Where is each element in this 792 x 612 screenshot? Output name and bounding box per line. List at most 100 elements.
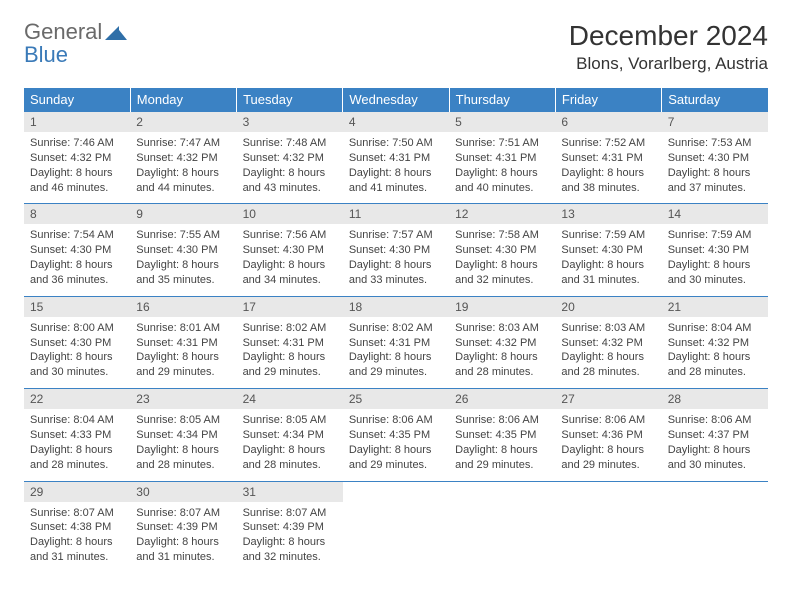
- day-content-cell: Sunrise: 8:07 AMSunset: 4:39 PMDaylight:…: [237, 502, 343, 573]
- sunrise-text: Sunrise: 8:01 AM: [136, 322, 220, 334]
- day-number-cell: [555, 481, 661, 502]
- weekday-header: Saturday: [662, 88, 768, 112]
- day-number-cell: 9: [130, 204, 236, 225]
- day-number-cell: 30: [130, 481, 236, 502]
- day-number-cell: 3: [237, 112, 343, 133]
- day-number-cell: 13: [555, 204, 661, 225]
- sunset-text: Sunset: 4:36 PM: [561, 429, 642, 441]
- day-number-cell: 15: [24, 296, 130, 317]
- location: Blons, Vorarlberg, Austria: [569, 54, 768, 74]
- day-number-cell: 29: [24, 481, 130, 502]
- day-content-cell: Sunrise: 7:59 AM Sunset: 4:30 PM Daylight:…: [662, 224, 768, 296]
- daylight-text: Daylight: 8 hours and 38 minutes.: [561, 167, 644, 194]
- day-content-cell: Sunrise: 8:06 AMSunset: 4:36 PMDaylight:…: [555, 409, 661, 481]
- sunset-text: Sunset: 4:30 PM: [668, 244, 749, 256]
- day-number-row: 15161718192021: [24, 296, 768, 317]
- day-content-cell: Sunrise: 8:01 AMSunset: 4:31 PMDaylight:…: [130, 317, 236, 389]
- day-content-cell: Sunrise: 8:00 AMSunset: 4:30 PMDaylight:…: [24, 317, 130, 389]
- day-number-cell: 25: [343, 389, 449, 410]
- day-content-cell: Sunrise: 7:51 AMSunset: 4:31 PMDaylight:…: [449, 132, 555, 204]
- daylight-text: Daylight: 8 hours and 30 minutes.: [668, 259, 751, 286]
- sunrise-text: Sunrise: 7:59 AM: [561, 229, 645, 241]
- daylight-text: Daylight: 8 hours and 32 minutes.: [455, 259, 538, 286]
- sunset-text: Sunset: 4:32 PM: [455, 337, 536, 349]
- day-content-cell: [449, 502, 555, 573]
- day-content-cell: Sunrise: 7:57 AM Sunset: 4:30 PM Daylight:…: [343, 224, 449, 296]
- sunrise-text: Sunrise: 8:02 AM: [243, 322, 327, 334]
- day-number-cell: 16: [130, 296, 236, 317]
- day-number-row: 293031: [24, 481, 768, 502]
- day-content-row: Sunrise: 7:46 AMSunset: 4:32 PMDaylight:…: [24, 132, 768, 204]
- day-content-cell: Sunrise: 7:55 AMSunset: 4:30 PMDaylight:…: [130, 224, 236, 296]
- daylight-text: Daylight: 8 hours and 31 minutes.: [136, 536, 219, 563]
- day-content-cell: Sunrise: 8:07 AMSunset: 4:38 PMDaylight:…: [24, 502, 130, 573]
- sunset-text: Sunset: 4:31 PM: [455, 152, 536, 164]
- day-number-cell: 24: [237, 389, 343, 410]
- daylight-text: Daylight: 8 hours and 44 minutes.: [136, 167, 219, 194]
- calendar-table: SundayMondayTuesdayWednesdayThursdayFrid…: [24, 88, 768, 573]
- day-number-cell: 4: [343, 112, 449, 133]
- sunset-text: Sunset: 4:30 PM: [30, 337, 111, 349]
- daylight-text: Daylight: 8 hours and 37 minutes.: [668, 167, 751, 194]
- logo-triangle-icon: [105, 24, 127, 40]
- daylight-text: Daylight: 8 hours and 35 minutes.: [136, 259, 219, 286]
- daylight-text: Daylight: 8 hours and 41 minutes.: [349, 167, 432, 194]
- day-number-cell: 7: [662, 112, 768, 133]
- day-content-row: Sunrise: 8:04 AMSunset: 4:33 PMDaylight:…: [24, 409, 768, 481]
- day-content-cell: Sunrise: 7:53 AM Sunset: 4:30 PM Daylight:…: [662, 132, 768, 204]
- weekday-header: Friday: [555, 88, 661, 112]
- sunrise-text: Sunrise: 8:04 AM: [30, 414, 114, 426]
- day-content-cell: Sunrise: 7:58 AMSunset: 4:30 PMDaylight:…: [449, 224, 555, 296]
- sunset-text: Sunset: 4:30 PM: [455, 244, 536, 256]
- day-content-cell: Sunrise: 8:04 AMSunset: 4:33 PMDaylight:…: [24, 409, 130, 481]
- day-content-row: Sunrise: 8:00 AMSunset: 4:30 PMDaylight:…: [24, 317, 768, 389]
- day-content-cell: Sunrise: 8:02 AMSunset: 4:31 PMDaylight:…: [343, 317, 449, 389]
- day-number-cell: 22: [24, 389, 130, 410]
- sunrise-text: Sunrise: 7:56 AM: [243, 229, 327, 241]
- day-content-cell: Sunrise: 8:05 AMSunset: 4:34 PMDaylight:…: [130, 409, 236, 481]
- daylight-text: Daylight: 8 hours and 40 minutes.: [455, 167, 538, 194]
- sunset-text: Sunset: 4:35 PM: [349, 429, 430, 441]
- sunrise-text: Sunrise: 7:48 AM: [243, 137, 327, 149]
- day-number-cell: 28: [662, 389, 768, 410]
- daylight-text: Daylight: 8 hours and 33 minutes.: [349, 259, 432, 286]
- day-number-row: 891011121314: [24, 204, 768, 225]
- logo-text-general: General: [24, 20, 102, 43]
- daylight-text: Daylight: 8 hours and 28 minutes.: [455, 351, 538, 378]
- day-number-cell: [343, 481, 449, 502]
- sunrise-text: Sunrise: 8:02 AM: [349, 322, 433, 334]
- day-number-cell: 12: [449, 204, 555, 225]
- sunset-text: Sunset: 4:30 PM: [668, 152, 749, 164]
- page-title: December 2024: [569, 20, 768, 52]
- sunrise-text: Sunrise: 7:59 AM: [668, 229, 752, 241]
- daylight-text: Daylight: 8 hours and 43 minutes.: [243, 167, 326, 194]
- sunrise-text: Sunrise: 8:05 AM: [136, 414, 220, 426]
- day-number-cell: 11: [343, 204, 449, 225]
- sunset-text: Sunset: 4:32 PM: [30, 152, 111, 164]
- daylight-text: Daylight: 8 hours and 32 minutes.: [243, 536, 326, 563]
- daylight-text: Daylight: 8 hours and 29 minutes.: [455, 444, 538, 471]
- daylight-text: Daylight: 8 hours and 46 minutes.: [30, 167, 113, 194]
- calendar-header: SundayMondayTuesdayWednesdayThursdayFrid…: [24, 88, 768, 112]
- day-content-cell: Sunrise: 8:06 AMSunset: 4:35 PMDaylight:…: [449, 409, 555, 481]
- day-number-row: 1234567: [24, 112, 768, 133]
- day-content-cell: Sunrise: 7:47 AMSunset: 4:32 PMDaylight:…: [130, 132, 236, 204]
- sunrise-text: Sunrise: 8:06 AM: [349, 414, 433, 426]
- sunset-text: Sunset: 4:34 PM: [243, 429, 324, 441]
- sunrise-text: Sunrise: 7:47 AM: [136, 137, 220, 149]
- sunrise-text: Sunrise: 7:53 AM: [668, 137, 752, 149]
- sunrise-text: Sunrise: 7:54 AM: [30, 229, 114, 241]
- sunrise-text: Sunrise: 8:04 AM: [668, 322, 752, 334]
- sunrise-text: Sunrise: 7:57 AM: [349, 229, 433, 241]
- daylight-text: Daylight: 8 hours and 30 minutes.: [30, 351, 113, 378]
- day-content-cell: Sunrise: 8:06 AMSunset: 4:35 PMDaylight:…: [343, 409, 449, 481]
- day-content-cell: [555, 502, 661, 573]
- sunset-text: Sunset: 4:31 PM: [561, 152, 642, 164]
- sunrise-text: Sunrise: 8:06 AM: [561, 414, 645, 426]
- day-content-cell: Sunrise: 7:59 AMSunset: 4:30 PMDaylight:…: [555, 224, 661, 296]
- weekday-header: Wednesday: [343, 88, 449, 112]
- sunset-text: Sunset: 4:30 PM: [561, 244, 642, 256]
- sunset-text: Sunset: 4:30 PM: [349, 244, 430, 256]
- day-number-cell: 19: [449, 296, 555, 317]
- daylight-text: Daylight: 8 hours and 31 minutes.: [30, 536, 113, 563]
